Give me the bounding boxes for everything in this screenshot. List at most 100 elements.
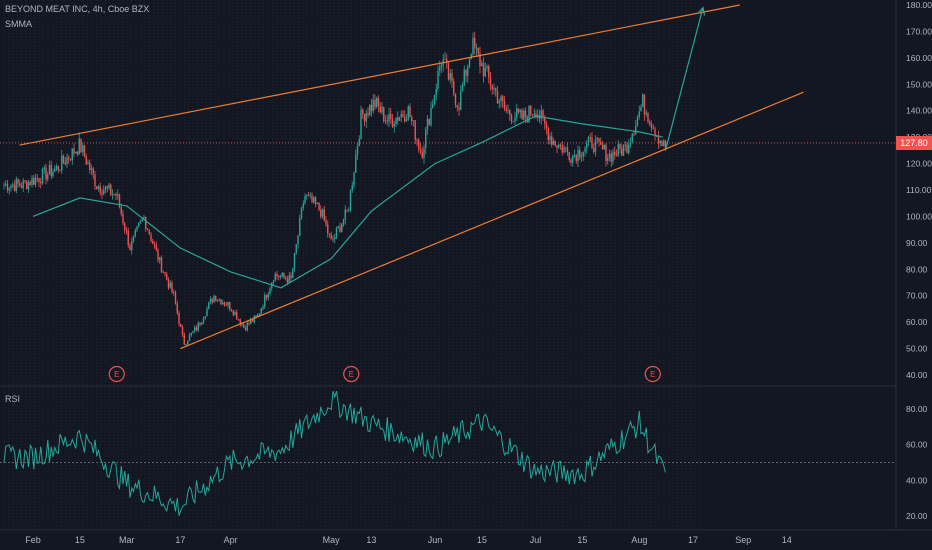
candle-body bbox=[398, 117, 401, 121]
candle-body bbox=[197, 322, 199, 331]
candle-body bbox=[395, 117, 397, 125]
candle-body bbox=[447, 63, 450, 80]
candle-body bbox=[533, 113, 535, 116]
candle-body bbox=[559, 144, 562, 146]
candle-body bbox=[309, 195, 311, 196]
candle-body bbox=[129, 245, 131, 251]
candle-body bbox=[633, 133, 635, 135]
candle-body bbox=[314, 197, 317, 204]
time-tick-label: 17 bbox=[175, 535, 185, 545]
candle-body bbox=[318, 202, 320, 210]
candle-body bbox=[528, 106, 530, 123]
candle-body bbox=[62, 155, 65, 163]
candle-body bbox=[493, 88, 495, 90]
candle-body bbox=[55, 166, 58, 169]
candle-body bbox=[523, 110, 525, 120]
candle-body bbox=[146, 228, 149, 230]
candle-body bbox=[237, 319, 240, 321]
channel-upper-line bbox=[19, 4, 740, 146]
candle-body bbox=[178, 312, 180, 324]
time-tick-label: Apr bbox=[224, 535, 238, 545]
candle-body bbox=[509, 109, 511, 115]
candle-body bbox=[52, 171, 54, 177]
candle-body bbox=[36, 177, 38, 179]
indicator-label[interactable]: SMMA bbox=[5, 19, 32, 29]
candle-body bbox=[495, 88, 497, 92]
candle-body bbox=[531, 114, 534, 116]
candle-body bbox=[405, 119, 408, 122]
candle-body bbox=[286, 279, 289, 283]
candle-body bbox=[519, 110, 521, 113]
candle-body bbox=[467, 66, 469, 76]
candle-body bbox=[426, 118, 429, 130]
candle-body bbox=[397, 117, 399, 121]
price-tick-label: 150.00 bbox=[906, 79, 932, 89]
candle-body bbox=[134, 230, 136, 236]
candle-body bbox=[475, 47, 478, 49]
candle-body bbox=[386, 120, 388, 122]
candle-body bbox=[48, 165, 51, 174]
time-tick-label: Mar bbox=[119, 535, 135, 545]
candle-body bbox=[104, 186, 107, 190]
candle-body bbox=[157, 249, 159, 261]
candle-body bbox=[435, 88, 437, 95]
earnings-marker bbox=[644, 365, 661, 383]
candle-body bbox=[621, 148, 623, 156]
candle-body bbox=[61, 155, 63, 171]
candle-body bbox=[41, 168, 44, 184]
candle-body bbox=[251, 320, 254, 323]
candle-body bbox=[204, 316, 206, 319]
projection-arrow-head bbox=[697, 6, 706, 16]
candle-body bbox=[659, 140, 661, 144]
candle-body bbox=[419, 148, 422, 152]
time-tick-label: May bbox=[323, 535, 341, 545]
candle-body bbox=[12, 184, 14, 186]
candle-body bbox=[570, 159, 572, 163]
candle-body bbox=[645, 113, 647, 115]
candle-body bbox=[565, 147, 567, 149]
price-tick-label: 140.00 bbox=[906, 106, 932, 116]
candle-body bbox=[584, 148, 586, 152]
candle-body bbox=[253, 315, 255, 323]
candle-body bbox=[530, 106, 532, 115]
candle-body bbox=[83, 145, 86, 157]
candle-body bbox=[451, 73, 453, 82]
candle-body bbox=[120, 206, 122, 214]
rsi-label[interactable]: RSI bbox=[5, 394, 21, 404]
candle-body bbox=[31, 177, 33, 186]
candle-body bbox=[244, 327, 247, 331]
candle-body bbox=[6, 183, 9, 191]
candle-body bbox=[512, 121, 514, 122]
candle-body bbox=[64, 162, 66, 165]
time-tick-label: 15 bbox=[477, 535, 487, 545]
candle-body bbox=[293, 252, 296, 269]
candle-body bbox=[190, 332, 192, 335]
candle-body bbox=[265, 294, 268, 298]
candle-body bbox=[66, 157, 68, 165]
candle-body bbox=[150, 234, 152, 242]
candle-body bbox=[306, 194, 308, 196]
candle-body bbox=[635, 125, 637, 134]
candle-body bbox=[68, 157, 70, 160]
last-price-tag: 127.80 bbox=[896, 136, 932, 150]
candle-body bbox=[321, 209, 324, 217]
candle-body bbox=[227, 302, 229, 306]
price-tick-label: 50.00 bbox=[906, 344, 928, 354]
candle-body bbox=[89, 162, 91, 170]
candle-body bbox=[481, 63, 483, 67]
candle-body bbox=[334, 236, 336, 240]
candle-body bbox=[617, 143, 619, 156]
candle-body bbox=[40, 182, 42, 184]
candle-body bbox=[141, 217, 143, 221]
candle-body bbox=[248, 322, 250, 324]
candle-body bbox=[194, 327, 196, 332]
candle-body bbox=[22, 180, 24, 188]
candle-body bbox=[610, 153, 612, 162]
candle-body bbox=[407, 106, 409, 120]
candle-body bbox=[78, 138, 80, 155]
candle-body bbox=[138, 223, 140, 227]
candle-body bbox=[262, 306, 264, 309]
